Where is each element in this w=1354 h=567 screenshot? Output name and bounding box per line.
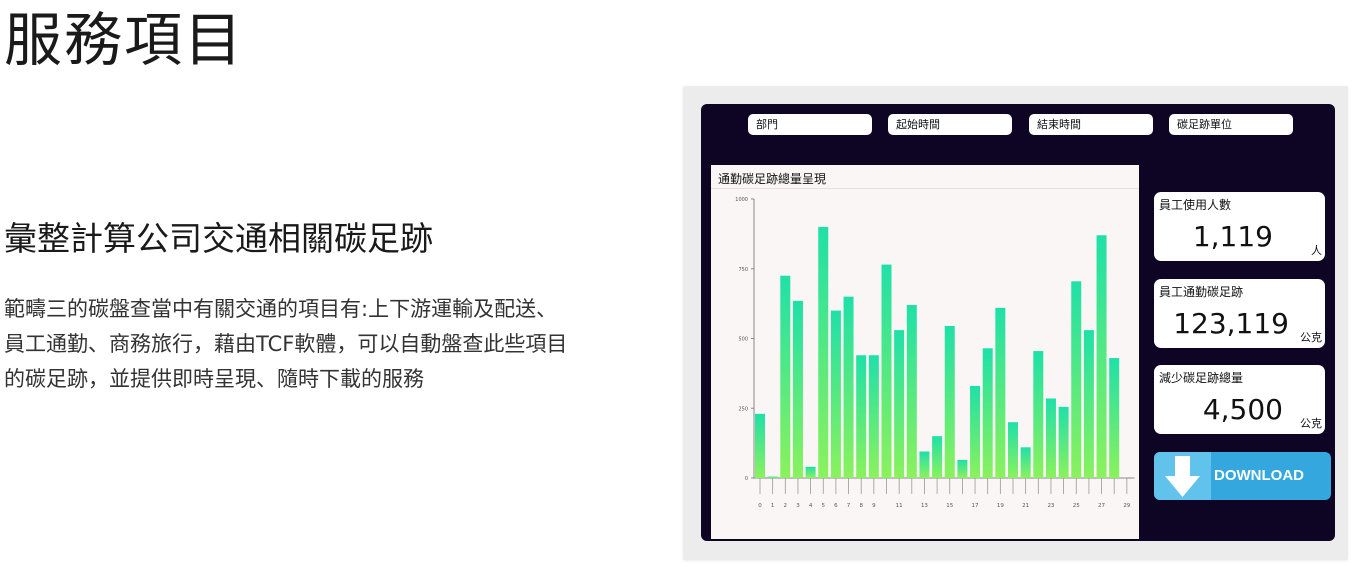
chart-bar	[856, 355, 867, 478]
x-tick-label: 4	[809, 503, 813, 509]
chart-bar	[919, 451, 930, 478]
x-tick-label: 6	[834, 503, 838, 509]
chart-bar	[843, 296, 854, 478]
x-tick-label: 25	[1073, 503, 1080, 509]
section-heading: 彙整計算公司交通相關碳足跡	[4, 219, 433, 258]
chart-bar	[780, 275, 791, 478]
x-tick-label: 9	[872, 503, 876, 509]
department-filter[interactable]: 部門	[748, 114, 872, 135]
download-button[interactable]: DOWNLOAD	[1154, 452, 1331, 500]
x-tick-label: 1	[771, 503, 775, 509]
x-tick-label: 3	[796, 503, 800, 509]
stat-label: 員工通勤碳足跡	[1159, 285, 1244, 299]
start-time-filter[interactable]: 起始時間	[888, 114, 1012, 135]
stat-unit: 人	[1311, 244, 1322, 257]
dashboard: 部門 起始時間 結束時間 碳足跡單位 通勤碳足跡總量呈現 0 250 500 750 1…	[701, 104, 1335, 541]
chart-bar	[1058, 406, 1069, 478]
y-tick-label: 750	[738, 267, 748, 273]
x-tick-label: 2	[784, 503, 788, 509]
chart-bar	[818, 226, 829, 478]
x-tick-label: 0	[758, 503, 762, 509]
chart-bar	[767, 476, 778, 478]
chart-bar	[995, 307, 1006, 478]
x-tick-label: 8	[859, 503, 863, 509]
x-tick-label: 7	[847, 503, 851, 509]
chart-bar	[792, 300, 803, 478]
y-tick-label: 1000	[735, 197, 748, 203]
chart-bar	[1096, 235, 1107, 478]
stat-label: 員工使用人數	[1159, 198, 1232, 212]
x-tick-label: 13	[921, 503, 928, 509]
chart-bar	[1109, 358, 1120, 478]
chart-bar	[906, 305, 917, 478]
stat-value: 4,500	[1202, 393, 1283, 426]
chart-panel: 通勤碳足跡總量呈現 0 250 500 750 1000 0 1 2 3 4 5 6 7 8 9 11 13 15…	[711, 165, 1139, 539]
stat-unit: 公克	[1300, 331, 1322, 344]
chart-bar	[1045, 398, 1056, 478]
x-tick-label: 15	[946, 503, 953, 509]
x-tick-label: 23	[1047, 503, 1054, 509]
chart-bar	[1071, 281, 1082, 478]
end-time-filter[interactable]: 結束時間	[1029, 114, 1153, 135]
chart-bar	[755, 413, 765, 478]
chart-bar	[868, 355, 879, 478]
chart-title: 通勤碳足跡總量呈現	[718, 172, 827, 186]
chart-bar	[932, 436, 943, 478]
chart-bar	[970, 385, 981, 478]
y-tick-label: 0	[745, 476, 748, 482]
x-tick-label: 5	[822, 503, 826, 509]
download-label: DOWNLOAD	[1214, 467, 1304, 484]
x-tick-label: 19	[997, 503, 1004, 509]
chart-bar	[957, 459, 968, 478]
chart-bar	[1033, 351, 1044, 478]
chart-bar	[1083, 330, 1094, 478]
chart-divider	[711, 188, 1139, 189]
chart-bar	[830, 310, 841, 478]
chart-bar	[805, 466, 816, 478]
stat-value: 123,119	[1173, 307, 1289, 340]
carbon-unit-filter[interactable]: 碳足跡單位	[1169, 114, 1293, 135]
download-arrow-icon	[1165, 456, 1200, 497]
download-icon-box	[1154, 452, 1211, 500]
y-tick-label: 250	[738, 406, 748, 412]
chart-bar	[1020, 447, 1031, 478]
x-tick-label: 27	[1098, 503, 1105, 509]
x-tick-label: 29	[1123, 503, 1130, 509]
stat-card-users: 員工使用人數 1,119 人	[1154, 192, 1325, 261]
stat-unit: 公克	[1300, 417, 1322, 430]
chart-bar	[894, 330, 905, 478]
chart-bar	[944, 325, 955, 478]
x-tick-label: 21	[1022, 503, 1029, 509]
x-tick-label: 17	[972, 503, 979, 509]
chart-bar	[982, 348, 993, 478]
stat-card-commute-footprint: 員工通勤碳足跡 123,119 公克	[1154, 279, 1325, 348]
stat-card-reduced-footprint: 減少碳足跡總量 4,500 公克	[1154, 365, 1325, 434]
page-title: 服務項目	[4, 6, 245, 74]
stat-value: 1,119	[1192, 220, 1273, 253]
x-tick-label: 11	[896, 503, 903, 509]
chart-bar	[881, 264, 892, 478]
section-body: 範疇三的碳盤查當中有關交通的項目有:上下游運輸及配送、員工通勤、商務旅行，藉由T…	[4, 297, 568, 391]
y-tick-label: 500	[738, 337, 748, 343]
chart-bar	[1008, 422, 1018, 478]
stat-label: 減少碳足跡總量	[1159, 371, 1244, 385]
